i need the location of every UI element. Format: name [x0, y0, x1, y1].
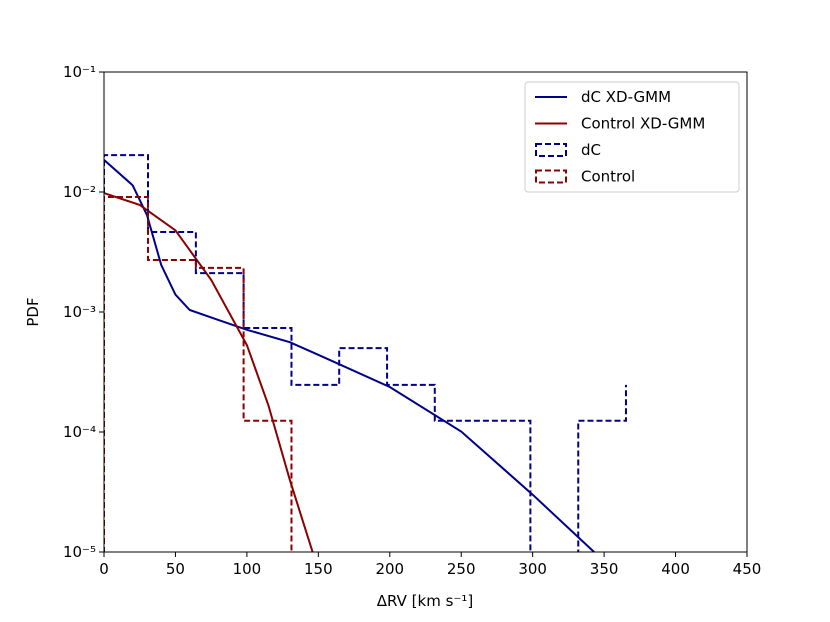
legend-label: Control: [581, 168, 635, 186]
x-axis-label: ΔRV [km s⁻¹]: [377, 592, 473, 610]
x-tick-label: 50: [166, 560, 185, 578]
x-tick-label: 400: [661, 560, 690, 578]
legend-swatch: [535, 169, 567, 184]
y-tick-label: 10⁻³: [63, 303, 96, 321]
histogram-bar: [196, 268, 244, 562]
histogram-bar: [104, 197, 148, 562]
curve: [104, 192, 314, 552]
legend-label: dC: [581, 141, 601, 159]
histogram-bar: [578, 421, 626, 562]
x-tick-label: 350: [590, 560, 619, 578]
histogram-bar: [339, 348, 387, 562]
x-tick-label: 200: [375, 560, 404, 578]
histogram-bar: [148, 260, 196, 562]
y-tick-label: 10⁻²: [63, 183, 96, 201]
legend-box: [524, 81, 740, 193]
x-tick-label: 250: [447, 560, 476, 578]
y-tick-label: 10⁻¹: [63, 63, 96, 81]
histogram-outline: [104, 154, 627, 552]
histogram-bar: [196, 273, 244, 562]
histogram-bar: [244, 421, 292, 562]
x-tick-label: 100: [233, 560, 262, 578]
histogram-bar: [148, 232, 196, 562]
histogram-bar: [104, 155, 148, 562]
x-tick-label: 450: [733, 560, 762, 578]
x-tick-label: 0: [99, 560, 109, 578]
curve: [104, 159, 595, 552]
x-tick-label: 300: [518, 560, 547, 578]
y-axis-label: PDF: [24, 297, 42, 326]
x-tick-label: 150: [304, 560, 333, 578]
plot-area: [104, 154, 627, 562]
y-tick-label: 10⁻⁴: [63, 423, 96, 441]
histogram-outline: [104, 195, 293, 552]
legend-label: Control XD-GMM: [581, 115, 705, 133]
histogram-bar: [483, 421, 531, 562]
histogram-bar: [435, 421, 483, 562]
y-tick-label: 10⁻⁵: [63, 543, 96, 561]
histogram-bar: [244, 328, 292, 562]
legend-label: dC XD-GMM: [581, 88, 671, 106]
histogram-bar: [291, 385, 339, 562]
legend-swatch: [535, 143, 567, 157]
